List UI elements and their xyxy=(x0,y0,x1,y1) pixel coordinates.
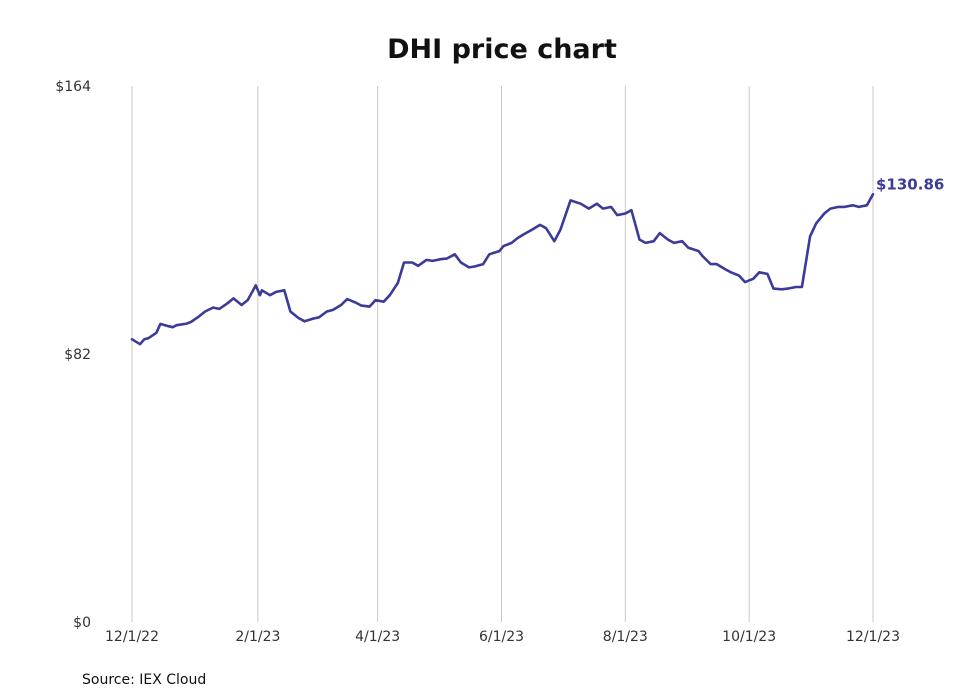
last-price-label: $130.86 xyxy=(876,175,944,193)
x-tick-label: 12/1/23 xyxy=(846,629,900,645)
y-tick-label: $0 xyxy=(73,615,91,631)
x-tick-label: 10/1/23 xyxy=(722,629,776,645)
x-tick-label: 8/1/23 xyxy=(603,629,648,645)
y-tick-label: $164 xyxy=(55,79,91,95)
vertical-gridlines xyxy=(131,86,874,622)
x-tick-label: 2/1/23 xyxy=(235,629,280,645)
x-tick-label: 4/1/23 xyxy=(355,629,400,645)
x-tick-label: 6/1/23 xyxy=(479,629,524,645)
price-series-line xyxy=(130,193,875,346)
y-axis-tick-labels: $0 $82 $164 xyxy=(55,79,91,631)
chart-title: DHI price chart xyxy=(387,34,617,65)
source-note: Source: IEX Cloud xyxy=(82,672,206,688)
x-tick-label: 12/1/22 xyxy=(105,629,159,645)
y-tick-label: $82 xyxy=(64,347,91,363)
x-axis-tick-labels: 12/1/22 2/1/23 4/1/23 6/1/23 8/1/23 10/1/23 12… xyxy=(105,629,900,645)
